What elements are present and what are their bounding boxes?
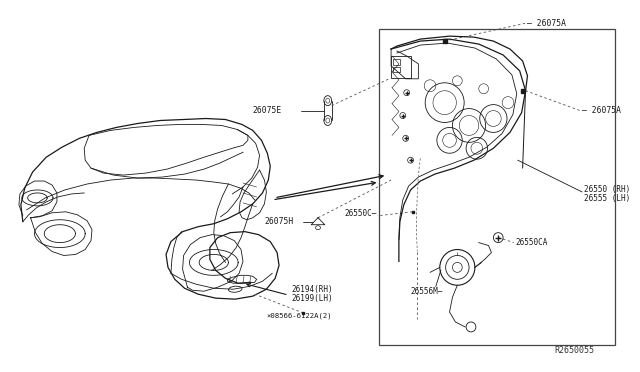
Text: 26194(RH): 26194(RH): [292, 285, 333, 294]
Bar: [391, 56, 411, 78]
Bar: [393, 59, 400, 65]
Bar: [393, 67, 400, 72]
Text: — 26075A: — 26075A: [582, 106, 621, 115]
Text: 26556M—: 26556M—: [411, 287, 443, 296]
Text: 26555 (LH): 26555 (LH): [584, 195, 630, 203]
Text: — 26075A: — 26075A: [527, 19, 566, 28]
Text: 26550C—: 26550C—: [344, 209, 377, 218]
Bar: [380, 29, 615, 345]
Text: 26550CA: 26550CA: [516, 238, 548, 247]
Text: ×08566-6122A(2): ×08566-6122A(2): [266, 313, 332, 319]
Text: R2650055: R2650055: [555, 346, 595, 355]
Text: 26075E: 26075E: [253, 106, 282, 115]
Text: 26550 (RH): 26550 (RH): [584, 186, 630, 195]
Text: 26199(LH): 26199(LH): [292, 294, 333, 303]
Text: 26075H: 26075H: [264, 217, 294, 226]
